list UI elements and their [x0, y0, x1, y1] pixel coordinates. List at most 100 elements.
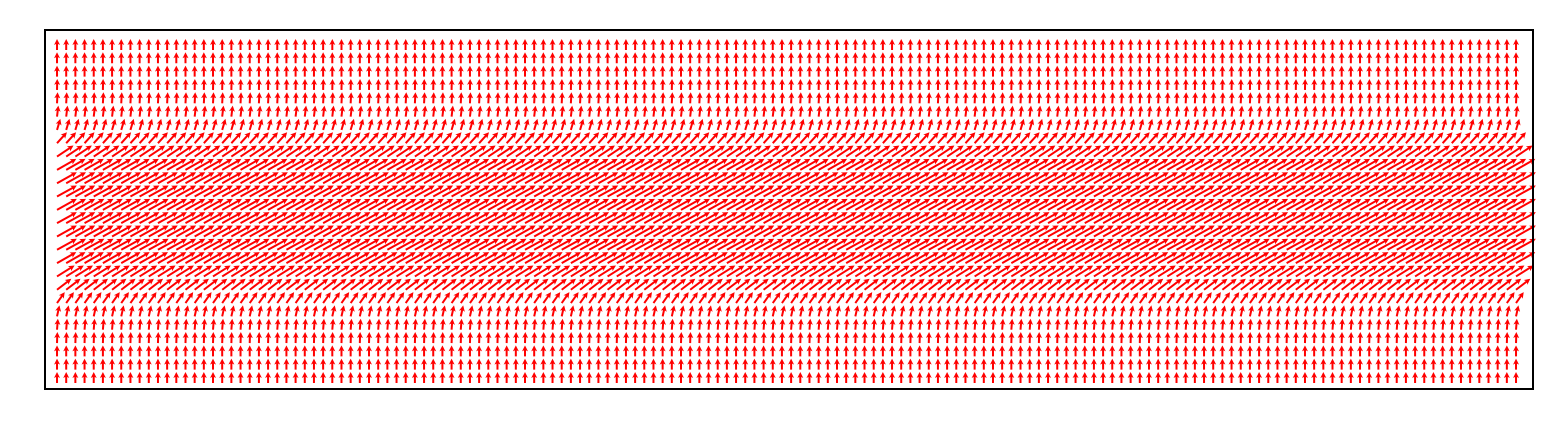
arrow [411, 52, 418, 64]
arrow [824, 52, 831, 64]
arrow [1248, 118, 1255, 131]
arrow [1192, 105, 1199, 117]
arrow [1183, 305, 1190, 317]
arrow [74, 158, 95, 171]
arrow [1173, 332, 1180, 344]
arrow [753, 132, 765, 144]
arrow [595, 345, 602, 357]
arrow [916, 332, 923, 344]
arrow [1292, 78, 1299, 90]
arrow [166, 158, 187, 171]
arrow [127, 332, 134, 344]
arrow [185, 198, 206, 211]
arrow [1203, 238, 1224, 251]
arrow [1265, 372, 1272, 384]
arrow [496, 278, 512, 291]
arrow [469, 292, 478, 304]
arrow [1487, 118, 1493, 131]
arrow [331, 158, 352, 171]
arrow [891, 292, 900, 304]
arrow [1010, 225, 1032, 238]
arrow [769, 345, 776, 357]
arrow [678, 38, 684, 50]
arrow [1265, 78, 1272, 90]
arrow [570, 238, 591, 251]
arrow [1329, 372, 1336, 384]
arrow [597, 292, 607, 304]
arrow [258, 172, 279, 185]
arrow [1010, 238, 1032, 251]
arrow [1267, 278, 1283, 291]
arrow [246, 38, 253, 50]
arrow [487, 265, 506, 278]
arrow [1210, 345, 1217, 357]
arrow [377, 172, 398, 185]
arrow [1102, 225, 1123, 238]
arrow [246, 78, 253, 90]
arrow [1155, 65, 1162, 77]
arrow [1073, 305, 1080, 317]
arrow [200, 345, 207, 357]
arrow [375, 345, 382, 357]
arrow [396, 252, 416, 264]
arrow [320, 358, 327, 370]
arrow [1008, 345, 1015, 357]
arrow [340, 278, 356, 291]
arrow [559, 318, 566, 330]
arrow [276, 132, 288, 144]
arrow [687, 92, 694, 104]
arrow [182, 65, 189, 77]
arrow [148, 238, 169, 251]
arrow [368, 252, 389, 264]
arrow [1176, 252, 1196, 264]
arrow [962, 38, 969, 50]
arrow [579, 225, 600, 238]
arrow [82, 105, 89, 117]
arrow [962, 332, 969, 344]
arrow [157, 225, 178, 238]
arrow [1249, 278, 1265, 291]
arrow [90, 92, 97, 104]
arrow [240, 265, 259, 278]
arrow [1405, 238, 1426, 251]
arrow [487, 252, 508, 264]
arrow [1194, 158, 1215, 171]
arrow [1301, 52, 1308, 64]
arrow [606, 292, 616, 304]
arrow [606, 132, 618, 144]
arrow [1026, 358, 1033, 370]
arrow [377, 132, 389, 144]
arrow [1313, 265, 1332, 278]
arrow [1175, 132, 1187, 144]
arrow [1075, 145, 1093, 158]
arrow [157, 145, 175, 158]
arrow [1476, 78, 1483, 90]
arrow [1368, 185, 1390, 198]
arrow [439, 358, 446, 370]
arrow [340, 238, 362, 251]
arrow [1220, 105, 1226, 117]
arrow [396, 238, 417, 251]
arrow [1176, 158, 1196, 171]
arrow [778, 52, 785, 64]
arrow [650, 345, 657, 357]
arrow [1228, 332, 1235, 344]
arrow [882, 252, 903, 264]
arrow [219, 372, 226, 384]
arrow [613, 358, 620, 370]
arrow [1504, 332, 1510, 344]
arrow [1515, 198, 1536, 211]
arrow [735, 238, 756, 251]
arrow [1329, 78, 1336, 90]
arrow [615, 292, 625, 304]
arrow [744, 172, 766, 185]
arrow [384, 52, 391, 64]
arrow [1130, 185, 1151, 198]
arrow [375, 358, 382, 370]
arrow [634, 292, 643, 304]
arrow [460, 212, 481, 225]
arrow [659, 345, 666, 357]
arrow [139, 238, 160, 251]
arrow [478, 172, 499, 185]
arrow [504, 318, 511, 330]
